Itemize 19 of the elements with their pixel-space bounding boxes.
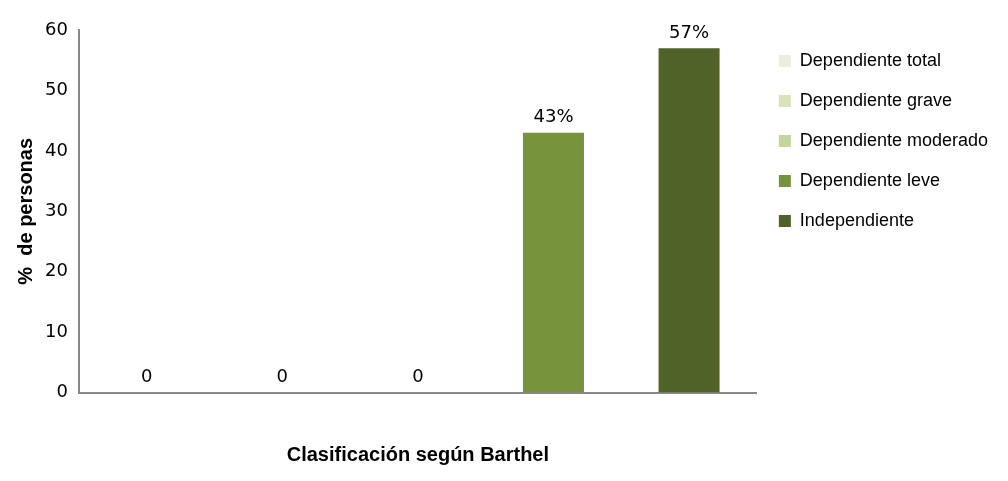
data-label: 0	[412, 365, 424, 387]
data-label: 0	[276, 365, 289, 387]
x-axis-title: Clasificación según Barthel	[286, 442, 550, 465]
data-label: 43%	[533, 105, 574, 127]
legend-label: Independiente	[799, 209, 914, 230]
y-tick-label: 60	[45, 17, 68, 39]
legend-label: Dependiente total	[799, 49, 941, 70]
legend-label: Dependiente leve	[799, 169, 940, 190]
legend-label: Dependiente grave	[799, 89, 952, 110]
data-label: 57%	[669, 20, 710, 42]
y-tick-label: 10	[45, 319, 68, 341]
y-tick-label: 40	[45, 138, 68, 160]
y-tick-label: 30	[45, 198, 68, 220]
data-label: 0	[140, 365, 153, 387]
y-tick-label: 20	[45, 259, 68, 281]
y-tick-label: 0	[56, 380, 68, 402]
y-axis-title: % de personas	[13, 137, 36, 285]
y-tick-label: 50	[45, 78, 68, 100]
legend-label: Dependiente moderado	[799, 129, 988, 150]
